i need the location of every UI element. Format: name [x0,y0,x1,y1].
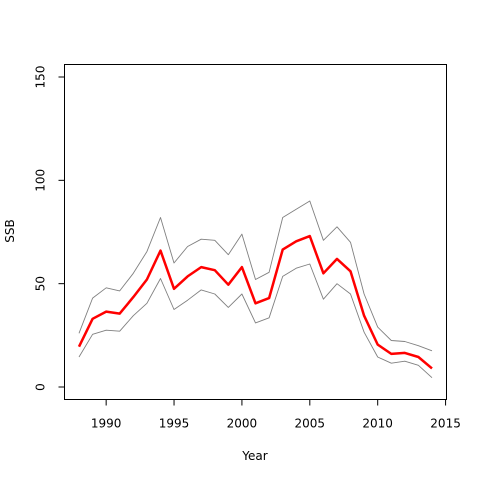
x-tick-label: 1990 [91,417,122,431]
x-tick-label: 2000 [227,417,258,431]
series-line-lower [78,263,433,379]
x-tick-label: 2005 [295,417,326,431]
y-tick-label: 150 [34,66,48,89]
y-tick-label: 50 [34,276,48,291]
y-axis-title: SSB [3,219,17,242]
y-axis: 0 50 100 150 [34,66,65,391]
y-tick-label: 100 [34,169,48,192]
plot-box [64,64,447,400]
series-layer [77,200,433,379]
x-tick-label: 2015 [430,417,461,431]
series-line-estimate [77,234,433,370]
x-tick-label: 2010 [362,417,393,431]
x-axis-title: Year [241,449,267,463]
x-axis: 1990 1995 2000 2005 2010 2015 [91,399,461,431]
x-tick-label: 1995 [159,417,190,431]
series-line-upper [78,200,433,352]
y-tick-label: 0 [34,383,48,391]
